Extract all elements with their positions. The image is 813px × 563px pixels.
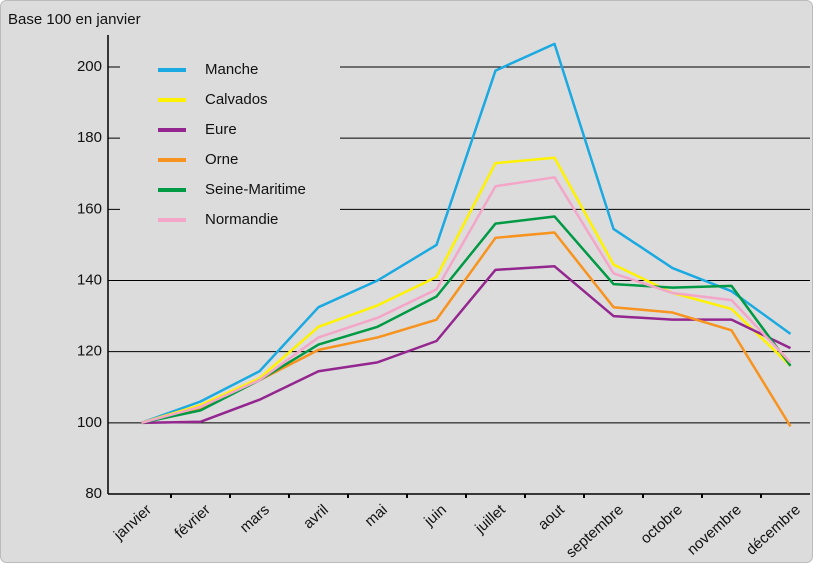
legend-label: Normandie [205, 211, 278, 228]
series-line [141, 156, 792, 425]
chart-title: Base 100 en janvier [8, 11, 141, 28]
legend-label: Orne [205, 151, 238, 168]
legend-label: Eure [205, 121, 237, 138]
series-line [141, 176, 792, 425]
y-tick-label: 140 [77, 271, 102, 288]
y-tick-label: 180 [77, 129, 102, 146]
legend-background [120, 45, 340, 237]
y-tick-label: 160 [77, 200, 102, 217]
y-tick-label: 200 [77, 58, 102, 75]
y-tick-label: 120 [77, 343, 102, 360]
legend-label: Seine-Maritime [205, 181, 306, 198]
y-tick-label: 100 [77, 414, 102, 431]
y-tick-label: 80 [85, 485, 102, 502]
legend-label: Calvados [205, 91, 268, 108]
legend-label: Manche [205, 61, 258, 78]
series-line [141, 265, 792, 425]
series-line [141, 42, 792, 425]
